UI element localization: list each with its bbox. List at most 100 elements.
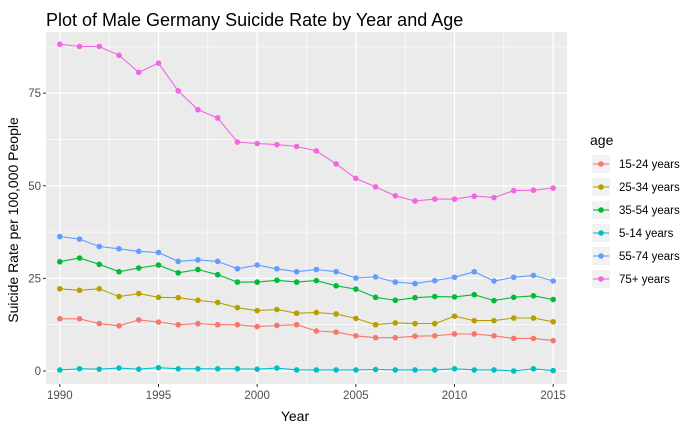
data-point-35-54-years bbox=[195, 266, 201, 273]
series-line-5-14-years bbox=[59, 367, 554, 372]
data-point-35-54-years bbox=[353, 286, 359, 292]
data-point-5-14-years bbox=[550, 367, 556, 374]
x-axis-title: Year bbox=[281, 408, 310, 424]
legend-key-point bbox=[598, 161, 604, 167]
data-point-55-74-years bbox=[491, 278, 497, 284]
data-point-25-34-years bbox=[392, 320, 399, 326]
legend-item-35-54-years: 35-54 years bbox=[592, 201, 680, 219]
data-point-35-54-years bbox=[254, 279, 260, 285]
data-point-75-years bbox=[471, 193, 478, 199]
data-point-75-years bbox=[234, 139, 241, 145]
y-tick-label: 75 bbox=[28, 88, 41, 100]
data-point-75-years bbox=[254, 140, 260, 147]
data-point-15-24-years bbox=[313, 328, 320, 334]
data-point-25-34-years bbox=[353, 315, 359, 322]
data-point-35-54-years bbox=[392, 297, 399, 304]
data-point-75-years bbox=[313, 148, 320, 154]
data-point-15-24-years bbox=[214, 321, 221, 328]
legend-key-point bbox=[598, 253, 604, 259]
data-point-25-34-years bbox=[96, 285, 103, 292]
data-point-25-34-years bbox=[175, 294, 182, 301]
data-point-75-years bbox=[116, 52, 122, 59]
data-point-55-74-years bbox=[431, 277, 438, 284]
data-point-15-24-years bbox=[412, 333, 418, 340]
data-point-5-14-years bbox=[293, 367, 300, 373]
data-point-55-74-years bbox=[135, 248, 142, 255]
series-75-years bbox=[57, 41, 556, 204]
data-point-75-years bbox=[353, 175, 359, 182]
data-point-75-years bbox=[274, 141, 280, 148]
y-axis: 0 25 50 75 bbox=[28, 88, 46, 378]
data-point-55-74-years bbox=[293, 268, 300, 275]
legend-label: 35-54 years bbox=[619, 205, 680, 217]
x-tick-label: 2000 bbox=[244, 390, 270, 402]
data-point-25-34-years bbox=[333, 311, 339, 317]
data-point-5-14-years bbox=[175, 366, 182, 372]
data-point-25-34-years bbox=[234, 304, 241, 311]
data-point-25-34-years bbox=[550, 318, 556, 325]
data-point-25-34-years bbox=[530, 315, 537, 321]
data-point-75-years bbox=[293, 143, 300, 150]
data-point-25-34-years bbox=[195, 297, 201, 304]
data-point-25-34-years bbox=[412, 320, 418, 327]
data-point-35-54-years bbox=[550, 296, 556, 303]
data-point-15-24-years bbox=[392, 334, 399, 341]
data-point-15-24-years bbox=[530, 335, 537, 342]
data-point-25-34-years bbox=[491, 317, 497, 324]
data-point-15-24-years bbox=[510, 335, 517, 342]
data-point-75-years bbox=[96, 43, 103, 50]
data-point-5-14-years bbox=[214, 366, 221, 372]
data-point-35-54-years bbox=[333, 283, 339, 289]
data-point-55-74-years bbox=[116, 245, 122, 252]
data-point-5-14-years bbox=[195, 366, 201, 372]
data-point-75-years bbox=[214, 115, 221, 121]
data-point-15-24-years bbox=[195, 320, 201, 327]
data-point-35-54-years bbox=[155, 262, 162, 268]
data-point-5-14-years bbox=[76, 366, 83, 372]
x-tick-label: 2015 bbox=[540, 390, 566, 402]
data-point-55-74-years bbox=[510, 274, 517, 281]
data-point-55-74-years bbox=[451, 274, 458, 281]
data-point-5-14-years bbox=[392, 367, 399, 373]
data-point-55-74-years bbox=[195, 257, 201, 263]
data-point-75-years bbox=[76, 43, 83, 50]
legend-key-point bbox=[598, 276, 604, 282]
series-15-24-years bbox=[57, 315, 556, 344]
data-point-55-74-years bbox=[530, 272, 537, 279]
series-55-74-years bbox=[57, 233, 556, 287]
data-point-35-54-years bbox=[274, 277, 280, 284]
data-point-5-14-years bbox=[333, 367, 339, 373]
data-point-15-24-years bbox=[116, 323, 122, 329]
data-point-55-74-years bbox=[96, 243, 103, 250]
legend-items: 15-24 years 25-34 years 35-54 years 5-14 ye… bbox=[592, 155, 680, 288]
data-point-55-74-years bbox=[234, 265, 241, 272]
data-point-75-years bbox=[431, 196, 438, 202]
data-point-75-years bbox=[135, 69, 142, 76]
data-point-5-14-years bbox=[431, 367, 438, 373]
data-point-35-54-years bbox=[57, 258, 63, 265]
legend-key-point bbox=[598, 230, 604, 236]
x-tick-label: 2010 bbox=[442, 390, 468, 402]
data-point-15-24-years bbox=[96, 320, 103, 327]
data-point-75-years bbox=[510, 187, 517, 194]
data-point-55-74-years bbox=[274, 265, 280, 272]
y-axis-title: Suicide Rate per 100,000 People bbox=[5, 117, 21, 323]
data-point-5-14-years bbox=[491, 367, 497, 373]
data-point-25-34-years bbox=[274, 306, 280, 313]
data-point-75-years bbox=[451, 196, 458, 202]
data-point-35-54-years bbox=[76, 255, 83, 261]
x-tick-label: 1995 bbox=[146, 390, 172, 402]
data-point-5-14-years bbox=[471, 367, 478, 373]
data-point-15-24-years bbox=[353, 333, 359, 339]
data-point-35-54-years bbox=[491, 297, 497, 304]
legend-key-point bbox=[598, 184, 604, 190]
data-point-25-34-years bbox=[372, 321, 379, 328]
data-point-55-74-years bbox=[57, 233, 63, 240]
data-point-35-54-years bbox=[431, 293, 438, 300]
data-point-5-14-years bbox=[234, 366, 241, 372]
data-point-55-74-years bbox=[214, 258, 221, 265]
legend-item-15-24-years: 15-24 years bbox=[592, 155, 680, 173]
data-point-15-24-years bbox=[491, 333, 497, 339]
data-point-55-74-years bbox=[372, 274, 379, 280]
data-point-15-24-years bbox=[155, 319, 162, 325]
